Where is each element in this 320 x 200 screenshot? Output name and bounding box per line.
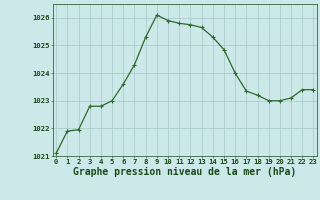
X-axis label: Graphe pression niveau de la mer (hPa): Graphe pression niveau de la mer (hPa) (73, 167, 296, 177)
